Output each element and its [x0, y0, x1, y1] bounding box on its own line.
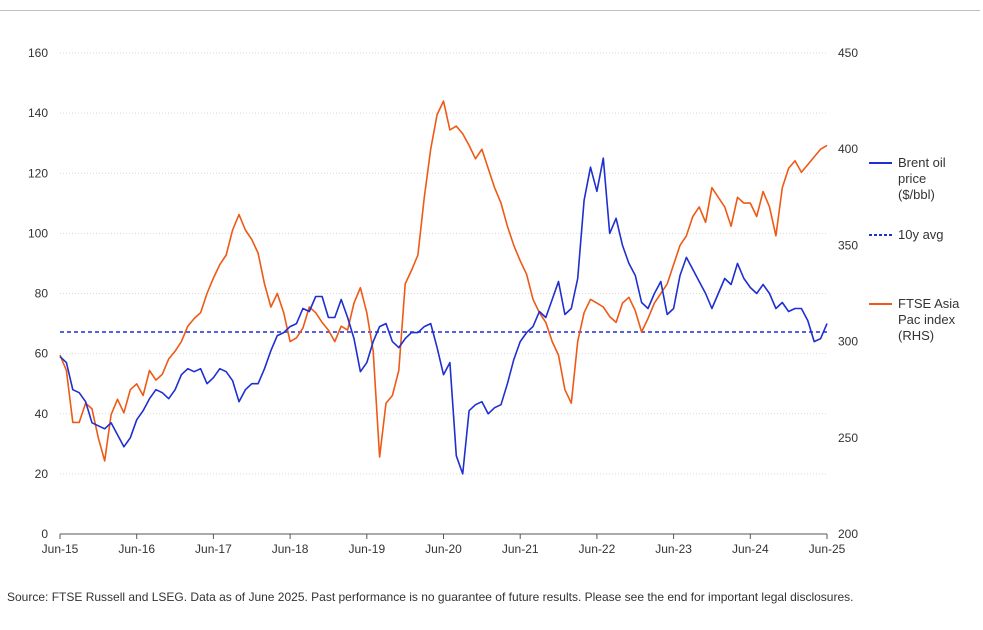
x-tick-label: Jun-17 — [195, 542, 232, 556]
x-tick-label: Jun-19 — [348, 542, 385, 556]
y-right-tick-label: 400 — [838, 142, 858, 156]
top-rule — [0, 10, 980, 11]
y-right-tick-label: 350 — [838, 238, 858, 252]
x-tick-label: Jun-21 — [502, 542, 539, 556]
y-right-tick-label: 200 — [838, 527, 858, 541]
legend-avg-label: 10y avg — [898, 227, 944, 242]
brent-vs-ftse-chart: 0 20 40 60 80 100 120 140 160 200 250 300 350 400 450 J… — [28, 46, 960, 556]
y-right-tick-label: 300 — [838, 335, 858, 349]
y-left-tick-label: 140 — [28, 106, 48, 120]
source-note: Source: FTSE Russell and LSEG. Data as o… — [7, 590, 854, 604]
y-left-tick-label: 80 — [35, 287, 49, 301]
gridlines — [60, 52, 827, 475]
y-left-tick-label: 40 — [35, 407, 49, 421]
y-left-tick-label: 60 — [35, 347, 49, 361]
x-tick-label: Jun-16 — [118, 542, 155, 556]
y-left-tick-label: 0 — [41, 527, 48, 541]
y-left-tick-label: 120 — [28, 166, 48, 180]
y-left-tick-label: 100 — [28, 226, 48, 240]
legend-ftse-label: FTSE Asia — [898, 296, 960, 311]
x-tick-label: Jun-15 — [42, 542, 79, 556]
legend-brent-label: Brent oil — [898, 155, 946, 170]
y-left-tick-label: 20 — [35, 467, 49, 481]
y-right-tick-label: 250 — [838, 431, 858, 445]
x-tick-label: Jun-23 — [655, 542, 692, 556]
x-tick-label: Jun-20 — [425, 542, 462, 556]
brent-oil-line — [59, 157, 828, 475]
x-tick-label: Jun-18 — [272, 542, 309, 556]
series-lines — [59, 100, 828, 475]
x-tick-label: Jun-22 — [579, 542, 616, 556]
y-right-tick-label: 450 — [838, 46, 858, 60]
legend-brent-label: ($/bbl) — [898, 187, 935, 202]
x-tick-label: Jun-25 — [809, 542, 846, 556]
legend-ftse-label: Pac index — [898, 312, 956, 327]
y-left-tick-label: 160 — [28, 46, 48, 60]
x-tick-label: Jun-24 — [732, 542, 769, 556]
axes: 0 20 40 60 80 100 120 140 160 200 250 300 350 400 450 J… — [28, 46, 858, 556]
legend-brent-label: price — [898, 171, 926, 186]
ftse-asia-pac-line — [59, 100, 828, 462]
legend-ftse-label: (RHS) — [898, 328, 934, 343]
